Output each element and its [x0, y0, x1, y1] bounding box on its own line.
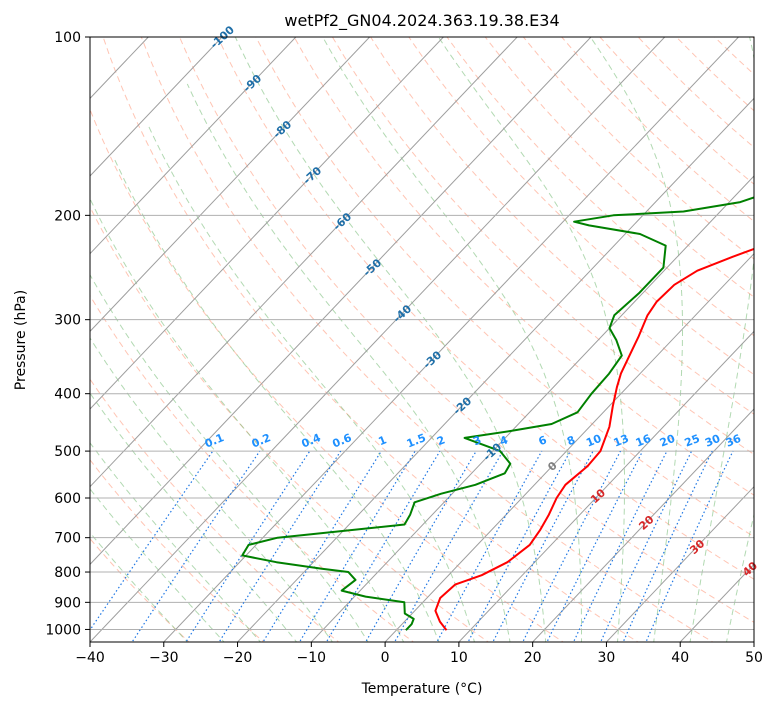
- moist-adiabat-line: [113, 157, 440, 642]
- mixing-ratio-line: [325, 450, 441, 642]
- temperature-profile-line: [434, 247, 754, 631]
- isotherm-line: [90, 37, 666, 642]
- isotherm-line: [90, 37, 592, 566]
- mixing-ratio-label: 13: [612, 432, 631, 450]
- mixing-ratio-line: [131, 450, 261, 642]
- y-tick-label: 900: [54, 595, 81, 611]
- x-tick-label: −20: [223, 650, 253, 666]
- y-tick-label: 1000: [45, 622, 81, 638]
- mixing-ratio-label: 10: [584, 432, 603, 450]
- x-tick-label: 30: [598, 650, 616, 666]
- moist-adiabat-line: [90, 488, 225, 642]
- moist-adiabat-line: [90, 531, 189, 642]
- dewpoint-profile-line: [241, 196, 754, 631]
- x-tick-label: 0: [381, 650, 390, 666]
- y-tick-label: 700: [54, 531, 81, 547]
- y-axis-title: Pressure (hPa): [13, 290, 29, 390]
- mixing-ratio-line: [365, 450, 477, 642]
- axes: −40 −30 −20 −10 0 10 20 30 40 50 100 200 300 400 500 60…: [45, 30, 763, 666]
- moist-adiabat-line: [90, 197, 405, 642]
- isotherm-line: [310, 175, 754, 642]
- y-tick-label: 100: [54, 30, 81, 46]
- isotherm-line: [90, 37, 371, 333]
- moist-adiabat-line: [90, 337, 334, 642]
- x-tick-label: −30: [149, 650, 179, 666]
- dry-adiabat-line: [90, 294, 415, 642]
- mixing-ratio-line: [467, 450, 571, 642]
- x-axis-title: Temperature (°C): [361, 681, 483, 697]
- dry-adiabat-line: [446, 37, 754, 337]
- isotherm-line: [90, 37, 518, 488]
- isotherm-line: [90, 37, 444, 410]
- isotherm-line: [606, 485, 754, 642]
- isotherm-line: [237, 97, 754, 642]
- mixing-ratio-line: [185, 450, 311, 642]
- dry-adiabat-line: [293, 37, 754, 496]
- plot-frame: [89, 36, 755, 643]
- mixing-ratio-line: [622, 450, 713, 642]
- mixing-ratio-label: 2: [435, 433, 447, 448]
- dry-adiabat-line: [140, 37, 714, 642]
- dry-adiabat-line: [255, 37, 754, 538]
- y-tick-label: 500: [54, 444, 81, 460]
- x-tick-label: 10: [450, 650, 468, 666]
- isotherm-line: [90, 37, 297, 255]
- mixing-ratio-line: [262, 450, 382, 642]
- isotherm-line: [458, 330, 754, 642]
- mixing-ratio-label: 8: [565, 433, 577, 448]
- x-tick-label: 40: [671, 650, 689, 666]
- moist-adiabat-line: [186, 83, 511, 642]
- isotherm-line: [532, 408, 754, 642]
- dry-adiabat-line: [484, 37, 754, 298]
- mixing-ratio-line: [90, 450, 214, 631]
- x-tick-label: 50: [745, 650, 763, 666]
- isotherm-line: [90, 37, 223, 177]
- x-tick-label: −10: [297, 650, 327, 666]
- y-tick-label: 600: [54, 491, 81, 507]
- mixing-ratio-label: 16: [634, 432, 653, 450]
- dry-adiabat-line: [102, 37, 639, 642]
- moist-adiabat-line: [90, 442, 262, 642]
- x-tick-label: 20: [524, 650, 542, 666]
- y-tick-label: 200: [54, 208, 81, 224]
- mixing-ratio-line: [218, 450, 342, 642]
- mixing-ratio-line: [522, 450, 622, 642]
- mixing-ratio-label: 25: [683, 432, 702, 450]
- isotherm-line: [384, 252, 754, 642]
- y-tick-label: 400: [54, 387, 81, 403]
- mixing-ratio-label: 20: [658, 432, 677, 450]
- y-tick-label: 300: [54, 313, 81, 329]
- mixing-ratio-label: 1: [377, 433, 389, 448]
- mixing-ratio-line: [492, 450, 594, 642]
- chart-title: wetPf2_GN04.2024.363.19.38.E34: [284, 11, 559, 31]
- mixing-ratio-label: 3: [471, 433, 483, 448]
- profile-lines: [241, 196, 754, 631]
- dry-adiabat-line: [217, 37, 754, 580]
- background-lines: [90, 37, 754, 642]
- mixing-ratio-label: 36: [724, 432, 743, 450]
- mixing-ratio-line: [599, 450, 693, 642]
- mixing-ratio-label: 30: [703, 432, 722, 450]
- y-tick-label: 800: [54, 565, 81, 581]
- x-tick-label: −40: [75, 650, 105, 666]
